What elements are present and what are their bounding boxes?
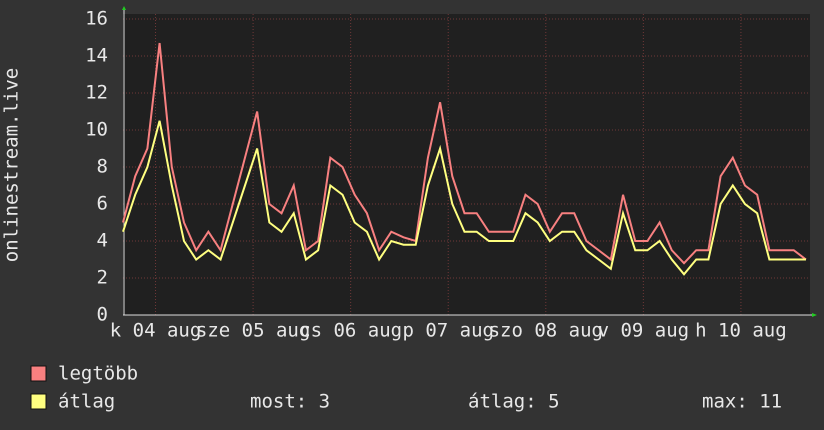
legend-stat: max: 11	[702, 391, 782, 413]
legend-stat: most: 3	[250, 391, 330, 413]
y-tick-label: 10	[85, 119, 108, 141]
legend-swatch	[30, 393, 47, 410]
series-line	[122, 42, 807, 265]
x-tick-label: h 10 aug	[695, 320, 787, 342]
y-tick-label: 16	[85, 8, 108, 30]
y-tick-label: 8	[97, 156, 108, 178]
plot-area	[123, 14, 810, 315]
y-axis-label: onlinestream.live	[1, 68, 23, 262]
y-tick-label: 12	[85, 82, 108, 104]
legend-stat: átlag: 5	[468, 391, 560, 413]
x-tick-label: p 07 aug	[402, 320, 494, 342]
axis-arrow	[812, 313, 817, 317]
x-tick-label: sze 05 aug	[196, 320, 310, 342]
axis-arrow	[122, 6, 126, 10]
legend-label: legtöbb	[58, 363, 138, 385]
y-tick-label: 0	[97, 304, 108, 326]
x-tick-label: cs 06 aug	[299, 320, 402, 342]
y-tick-label: 6	[97, 193, 108, 215]
series-line	[122, 120, 806, 276]
x-tick-label: k 04 aug	[110, 320, 202, 342]
legend-swatch	[30, 365, 47, 382]
x-tick-label: v 09 aug	[598, 320, 690, 342]
y-tick-label: 2	[97, 267, 108, 289]
y-tick-label: 14	[85, 45, 108, 67]
y-tick-label: 4	[97, 230, 108, 252]
legend-label: átlag	[58, 391, 115, 413]
x-tick-label: szo 08 aug	[489, 320, 603, 342]
